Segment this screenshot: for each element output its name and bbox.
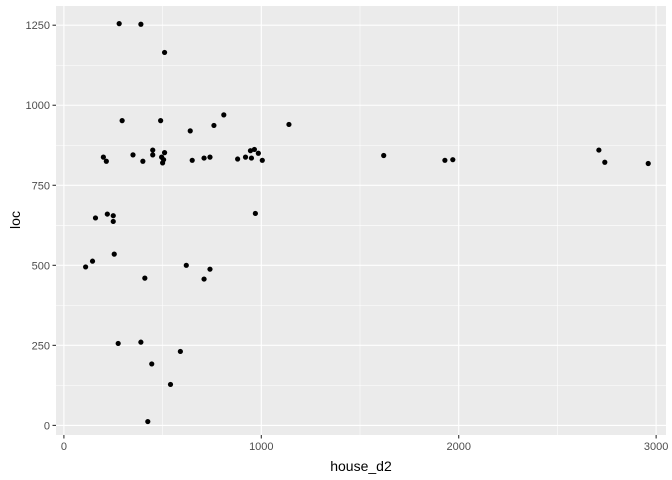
data-point [248, 155, 255, 161]
data-point [104, 211, 110, 217]
data-point [602, 159, 608, 165]
data-point [142, 275, 148, 281]
data-point [247, 148, 254, 154]
data-point [235, 156, 241, 162]
data-point [242, 154, 249, 160]
x-axis-ticks: 0 1000 2000 3000 [61, 435, 668, 453]
y-tick-label: 1250 [26, 20, 50, 32]
y-tick-label: 0 [44, 420, 50, 432]
data-point [160, 160, 166, 166]
data-point [201, 276, 207, 282]
data-point [110, 218, 116, 225]
y-tick-label: 250 [32, 340, 50, 352]
data-point [207, 154, 213, 160]
data-point [103, 158, 109, 164]
x-tick-label: 1000 [249, 441, 273, 453]
data-point [259, 157, 265, 163]
data-point [116, 21, 122, 27]
minor-gridlines [56, 6, 666, 435]
data-point [221, 112, 227, 118]
data-point [211, 122, 217, 129]
data-point [138, 339, 144, 345]
data-point [183, 262, 189, 268]
x-tick-label: 3000 [644, 441, 668, 453]
data-point [161, 49, 168, 56]
data-point [150, 147, 156, 153]
plot-panel [56, 6, 666, 435]
data-point [119, 118, 125, 124]
data-point [111, 251, 117, 257]
y-tick-label: 500 [32, 260, 50, 272]
data-point [149, 361, 155, 367]
data-point [92, 215, 99, 221]
x-axis-title: house_d2 [330, 458, 392, 474]
y-axis-ticks: 0 250 500 750 1000 1250 [26, 20, 56, 432]
data-point [596, 147, 602, 153]
data-point [167, 381, 174, 388]
data-point [140, 158, 146, 164]
y-tick-label: 1000 [26, 100, 50, 112]
data-points [83, 21, 651, 425]
data-point [100, 154, 106, 160]
data-point [381, 152, 387, 159]
data-point [177, 348, 183, 355]
data-point [450, 157, 456, 163]
major-gridlines [56, 6, 666, 435]
data-point [187, 128, 193, 134]
data-point [645, 160, 651, 167]
data-point [145, 418, 151, 425]
data-point [189, 157, 195, 163]
data-point [138, 21, 144, 27]
x-tick-label: 2000 [446, 441, 470, 453]
data-point [150, 152, 156, 158]
data-point [201, 155, 207, 161]
data-point [83, 264, 89, 270]
data-point [286, 121, 292, 128]
data-point [130, 152, 136, 158]
data-point [251, 146, 257, 153]
data-point [207, 266, 213, 272]
y-tick-label: 750 [32, 180, 50, 192]
data-point [115, 340, 121, 347]
data-point [89, 258, 96, 264]
data-point [255, 150, 261, 156]
data-point [161, 150, 168, 156]
data-point [442, 157, 448, 163]
data-point [158, 118, 164, 124]
data-point [252, 210, 258, 217]
data-point [110, 213, 116, 219]
x-tick-label: 0 [61, 441, 67, 453]
y-axis-title: loc [7, 211, 23, 229]
